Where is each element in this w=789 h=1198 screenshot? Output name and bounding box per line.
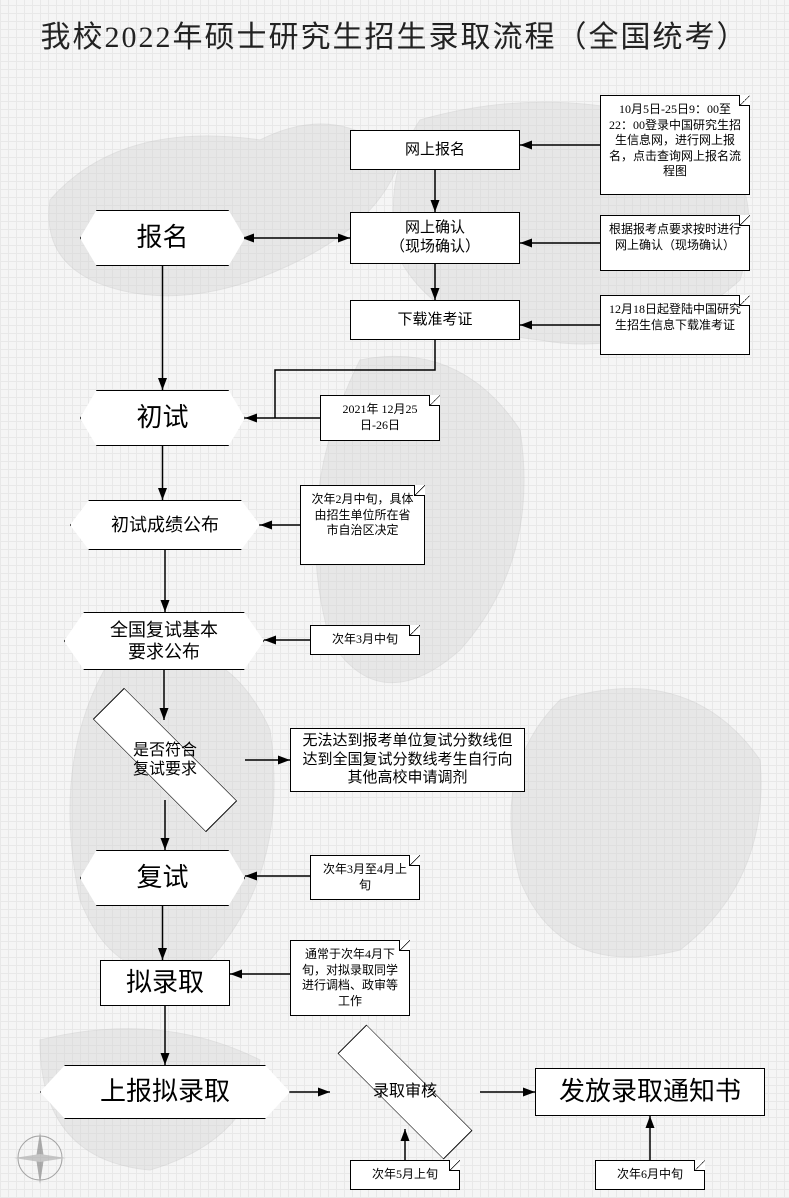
node-xzzz: 下载准考证 [350, 300, 520, 340]
node-cscjnote: 次年2月中旬，具体由招生单位所在省市自治区决定 [300, 485, 425, 565]
node-sbnl: 上报拟录取 [40, 1065, 290, 1119]
node-csnote: 2021年 12月25日-26日 [320, 395, 440, 441]
page-title: 我校2022年硕士研究生招生录取流程（全国统考） [0, 12, 789, 56]
node-fflqnote: 次年6月中旬 [595, 1160, 705, 1190]
node-nlnote: 通常于次年4月下旬，对拟录取同学进行调档、政审等工作 [290, 940, 410, 1016]
node-niluqu: 拟录取 [100, 960, 230, 1006]
node-lqshnote: 次年5月上旬 [350, 1160, 460, 1190]
node-qgfsnote: 次年3月中旬 [310, 625, 420, 655]
node-chushi: 初试 [80, 390, 245, 446]
node-wsqr: 网上确认 （现场确认） [350, 212, 520, 264]
node-fushi: 复试 [80, 850, 245, 906]
node-wsbm: 网上报名 [350, 130, 520, 170]
compass-icon [10, 1128, 70, 1188]
node-xzzznote: 12月18日起登陆中国研究生招生信息下载准考证 [600, 295, 750, 355]
node-wsqrnote: 根据报考点要求按时进行网上确认（现场确认） [600, 215, 750, 271]
node-tiaoji: 无法达到报考单位复试分数线但达到全国复试分数线考生自行向其他高校申请调剂 [290, 728, 525, 792]
node-sffh: 是否符合 复试要求 [85, 720, 245, 800]
node-fflq: 发放录取通知书 [535, 1068, 765, 1116]
node-baoming: 报名 [80, 210, 245, 266]
node-lqsh: 录取审核 [330, 1055, 480, 1129]
node-fushinote: 次年3月至4月上旬 [310, 855, 420, 900]
node-cscj: 初试成绩公布 [70, 500, 260, 550]
node-qgfs: 全国复试基本 要求公布 [64, 612, 264, 670]
node-wsbmnote: 10月5日-25日9：00至22：00登录中国研究生招生信息网，进行网上报名，点… [600, 95, 750, 195]
